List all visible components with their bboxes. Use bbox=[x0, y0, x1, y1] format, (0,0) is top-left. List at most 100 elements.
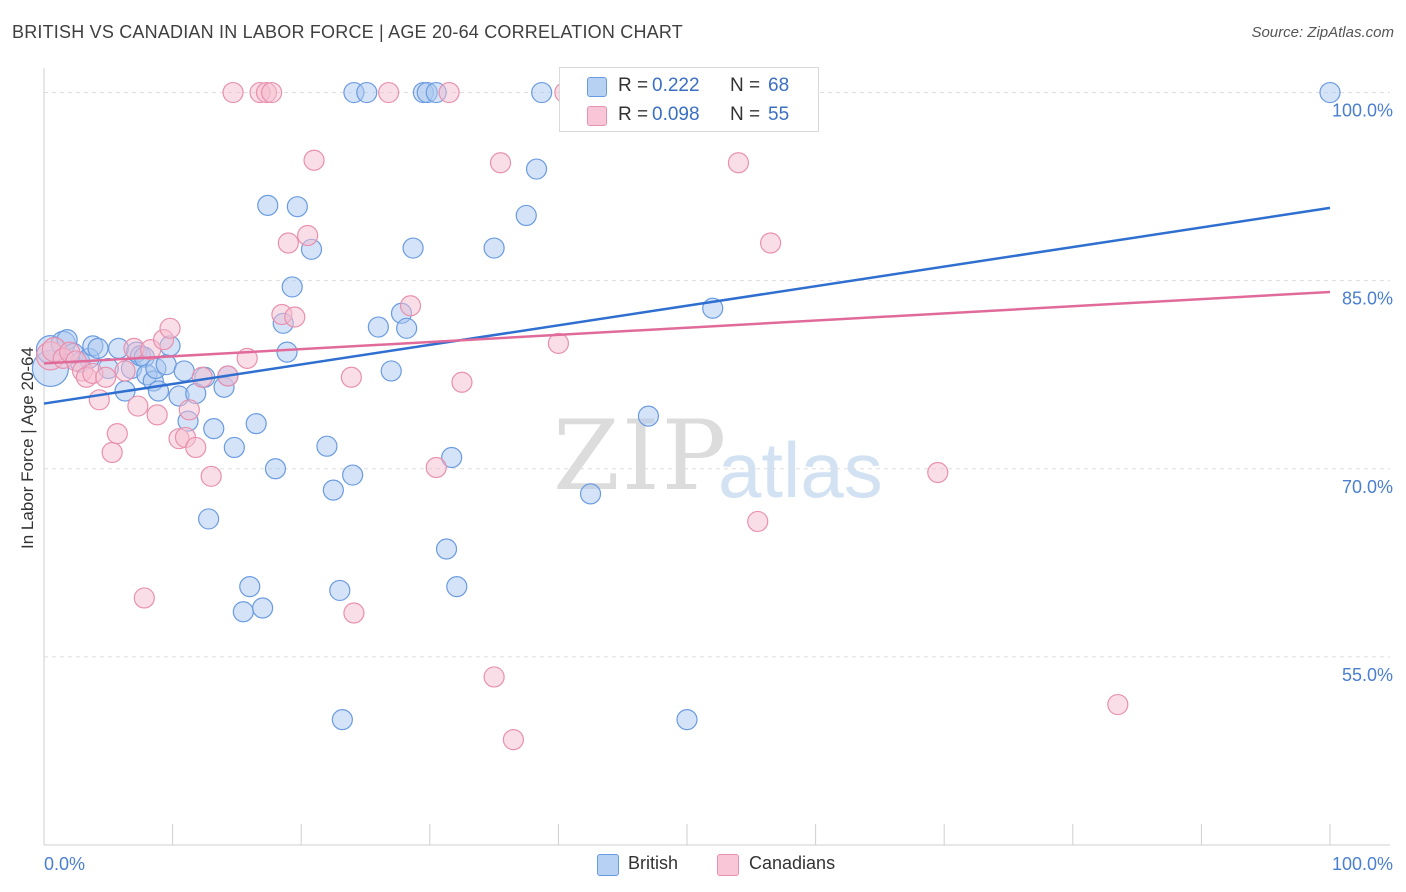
british-swatch bbox=[587, 77, 607, 97]
canadians-r-value: 0.098 bbox=[652, 104, 700, 125]
british-point bbox=[525, 158, 548, 180]
british-point bbox=[331, 708, 353, 731]
y-axis-label: In Labor Force | Age 20-64 bbox=[18, 347, 37, 549]
canadian-point bbox=[425, 456, 447, 479]
british-point bbox=[173, 360, 195, 382]
british-point bbox=[232, 601, 254, 623]
legend-row-british: R = 0.222 N = 68 bbox=[560, 72, 818, 102]
legend-row-canadians: R = 0.098 N = 55 bbox=[560, 101, 818, 131]
canadian-point bbox=[277, 232, 299, 254]
british-legend-swatch bbox=[597, 854, 619, 876]
british-point bbox=[531, 81, 553, 104]
canadian-point bbox=[727, 152, 750, 174]
canadian-trend-line bbox=[43, 290, 1331, 365]
british-point bbox=[579, 483, 602, 505]
canadian-point bbox=[502, 729, 524, 751]
british-point bbox=[276, 341, 298, 363]
british-point bbox=[446, 576, 468, 598]
british-point bbox=[342, 464, 364, 486]
british-point bbox=[441, 446, 463, 469]
canadian-point bbox=[483, 666, 505, 688]
british-legend-label: British bbox=[628, 853, 679, 873]
british-point bbox=[435, 538, 458, 560]
canadian-point bbox=[489, 152, 512, 174]
y-tick-label: 85.0% bbox=[1342, 289, 1393, 309]
canadians-legend-label: Canadians bbox=[749, 853, 836, 873]
y-axis-label-wrap: In Labor Force | Age 20-64 bbox=[16, 300, 40, 600]
british-point bbox=[252, 597, 274, 619]
british-point bbox=[483, 237, 505, 259]
canadian-point bbox=[340, 366, 362, 388]
british-n-label: N = bbox=[730, 75, 761, 96]
canadians-n-value: 55 bbox=[768, 104, 790, 125]
canadian-point bbox=[399, 295, 422, 317]
canadian-point bbox=[200, 465, 222, 487]
british-point bbox=[356, 81, 378, 104]
canadian-point bbox=[438, 81, 460, 104]
x-tick-label-max: 100.0% bbox=[1332, 854, 1393, 874]
canadian-point bbox=[297, 224, 319, 247]
british-point bbox=[286, 196, 308, 218]
canadian-point bbox=[146, 404, 168, 426]
canadian-point bbox=[759, 232, 782, 254]
y-tick-label: 55.0% bbox=[1342, 665, 1393, 685]
canadian-point bbox=[547, 332, 570, 354]
british-point bbox=[1319, 81, 1341, 104]
canadian-point bbox=[101, 441, 123, 464]
british-n-value: 68 bbox=[768, 75, 790, 96]
canadian-point bbox=[451, 371, 473, 393]
canadian-point bbox=[747, 510, 769, 533]
british-point bbox=[281, 276, 303, 298]
canadian-point bbox=[88, 389, 110, 411]
canadian-point bbox=[303, 149, 325, 171]
british-point bbox=[396, 317, 418, 339]
chart-title: BRITISH VS CANADIAN IN LABOR FORCE | AGE… bbox=[12, 22, 683, 42]
british-point bbox=[316, 435, 338, 457]
canadian-point bbox=[159, 317, 181, 339]
british-point bbox=[322, 479, 344, 501]
british-point bbox=[198, 508, 220, 530]
british-point bbox=[87, 337, 109, 359]
british-point bbox=[203, 418, 225, 440]
canadian-point bbox=[222, 81, 244, 104]
british-r-label: R = bbox=[618, 75, 649, 96]
british-point bbox=[367, 316, 389, 338]
canadian-point bbox=[261, 81, 283, 104]
canadian-point bbox=[343, 602, 365, 624]
correlation-legend: R = 0.222 N = 68 R = 0.098 N = 55 bbox=[559, 67, 819, 132]
british-point bbox=[329, 579, 351, 602]
canadians-r-label: R = bbox=[618, 104, 649, 125]
british-point bbox=[239, 576, 261, 598]
canadian-point bbox=[178, 399, 200, 421]
british-point bbox=[264, 458, 287, 480]
source-credit: Source: ZipAtlas.com bbox=[1251, 24, 1394, 41]
y-tick-label: 100.0% bbox=[1332, 101, 1393, 121]
canadian-point bbox=[95, 366, 117, 388]
watermark-atlas: atlas bbox=[718, 426, 883, 514]
british-point bbox=[223, 436, 245, 459]
canadian-point bbox=[378, 81, 400, 104]
canadian-point bbox=[927, 461, 949, 484]
canadians-legend-swatch bbox=[717, 854, 739, 876]
british-r-value: 0.222 bbox=[652, 75, 700, 96]
british-point bbox=[245, 413, 267, 435]
british-point bbox=[380, 360, 402, 382]
canadian-point bbox=[185, 436, 207, 459]
x-tick-label-min: 0.0% bbox=[44, 854, 85, 874]
canadian-point bbox=[133, 587, 155, 609]
british-point bbox=[402, 237, 424, 259]
canadian-point bbox=[106, 423, 128, 445]
british-point bbox=[257, 194, 279, 217]
canadian-point bbox=[127, 395, 149, 417]
british-point bbox=[676, 708, 698, 731]
british-point bbox=[515, 204, 537, 227]
canadians-n-label: N = bbox=[730, 104, 761, 125]
canadian-point bbox=[1107, 693, 1129, 716]
canadian-point bbox=[284, 306, 306, 328]
canadian-point bbox=[114, 360, 136, 382]
british-point bbox=[637, 405, 660, 427]
british-trend-line bbox=[43, 206, 1331, 405]
y-tick-label: 70.0% bbox=[1342, 477, 1393, 497]
canadians-swatch bbox=[587, 106, 607, 126]
